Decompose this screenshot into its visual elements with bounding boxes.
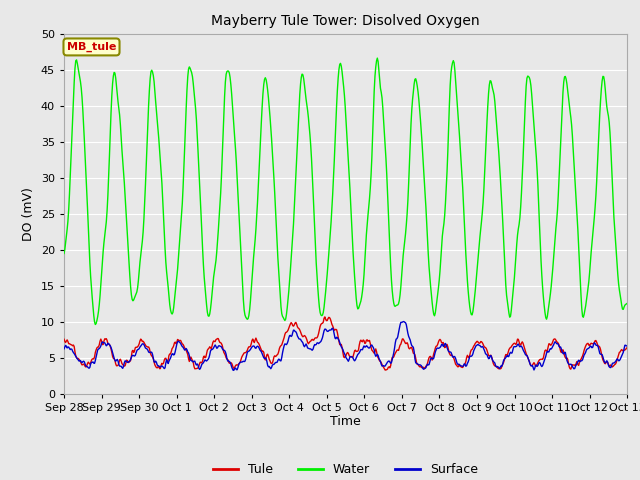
Y-axis label: DO (mV): DO (mV) (22, 187, 35, 240)
Legend: Tule, Water, Surface: Tule, Water, Surface (208, 458, 483, 480)
X-axis label: Time: Time (330, 415, 361, 429)
Title: Mayberry Tule Tower: Disolved Oxygen: Mayberry Tule Tower: Disolved Oxygen (211, 14, 480, 28)
Text: MB_tule: MB_tule (67, 42, 116, 52)
